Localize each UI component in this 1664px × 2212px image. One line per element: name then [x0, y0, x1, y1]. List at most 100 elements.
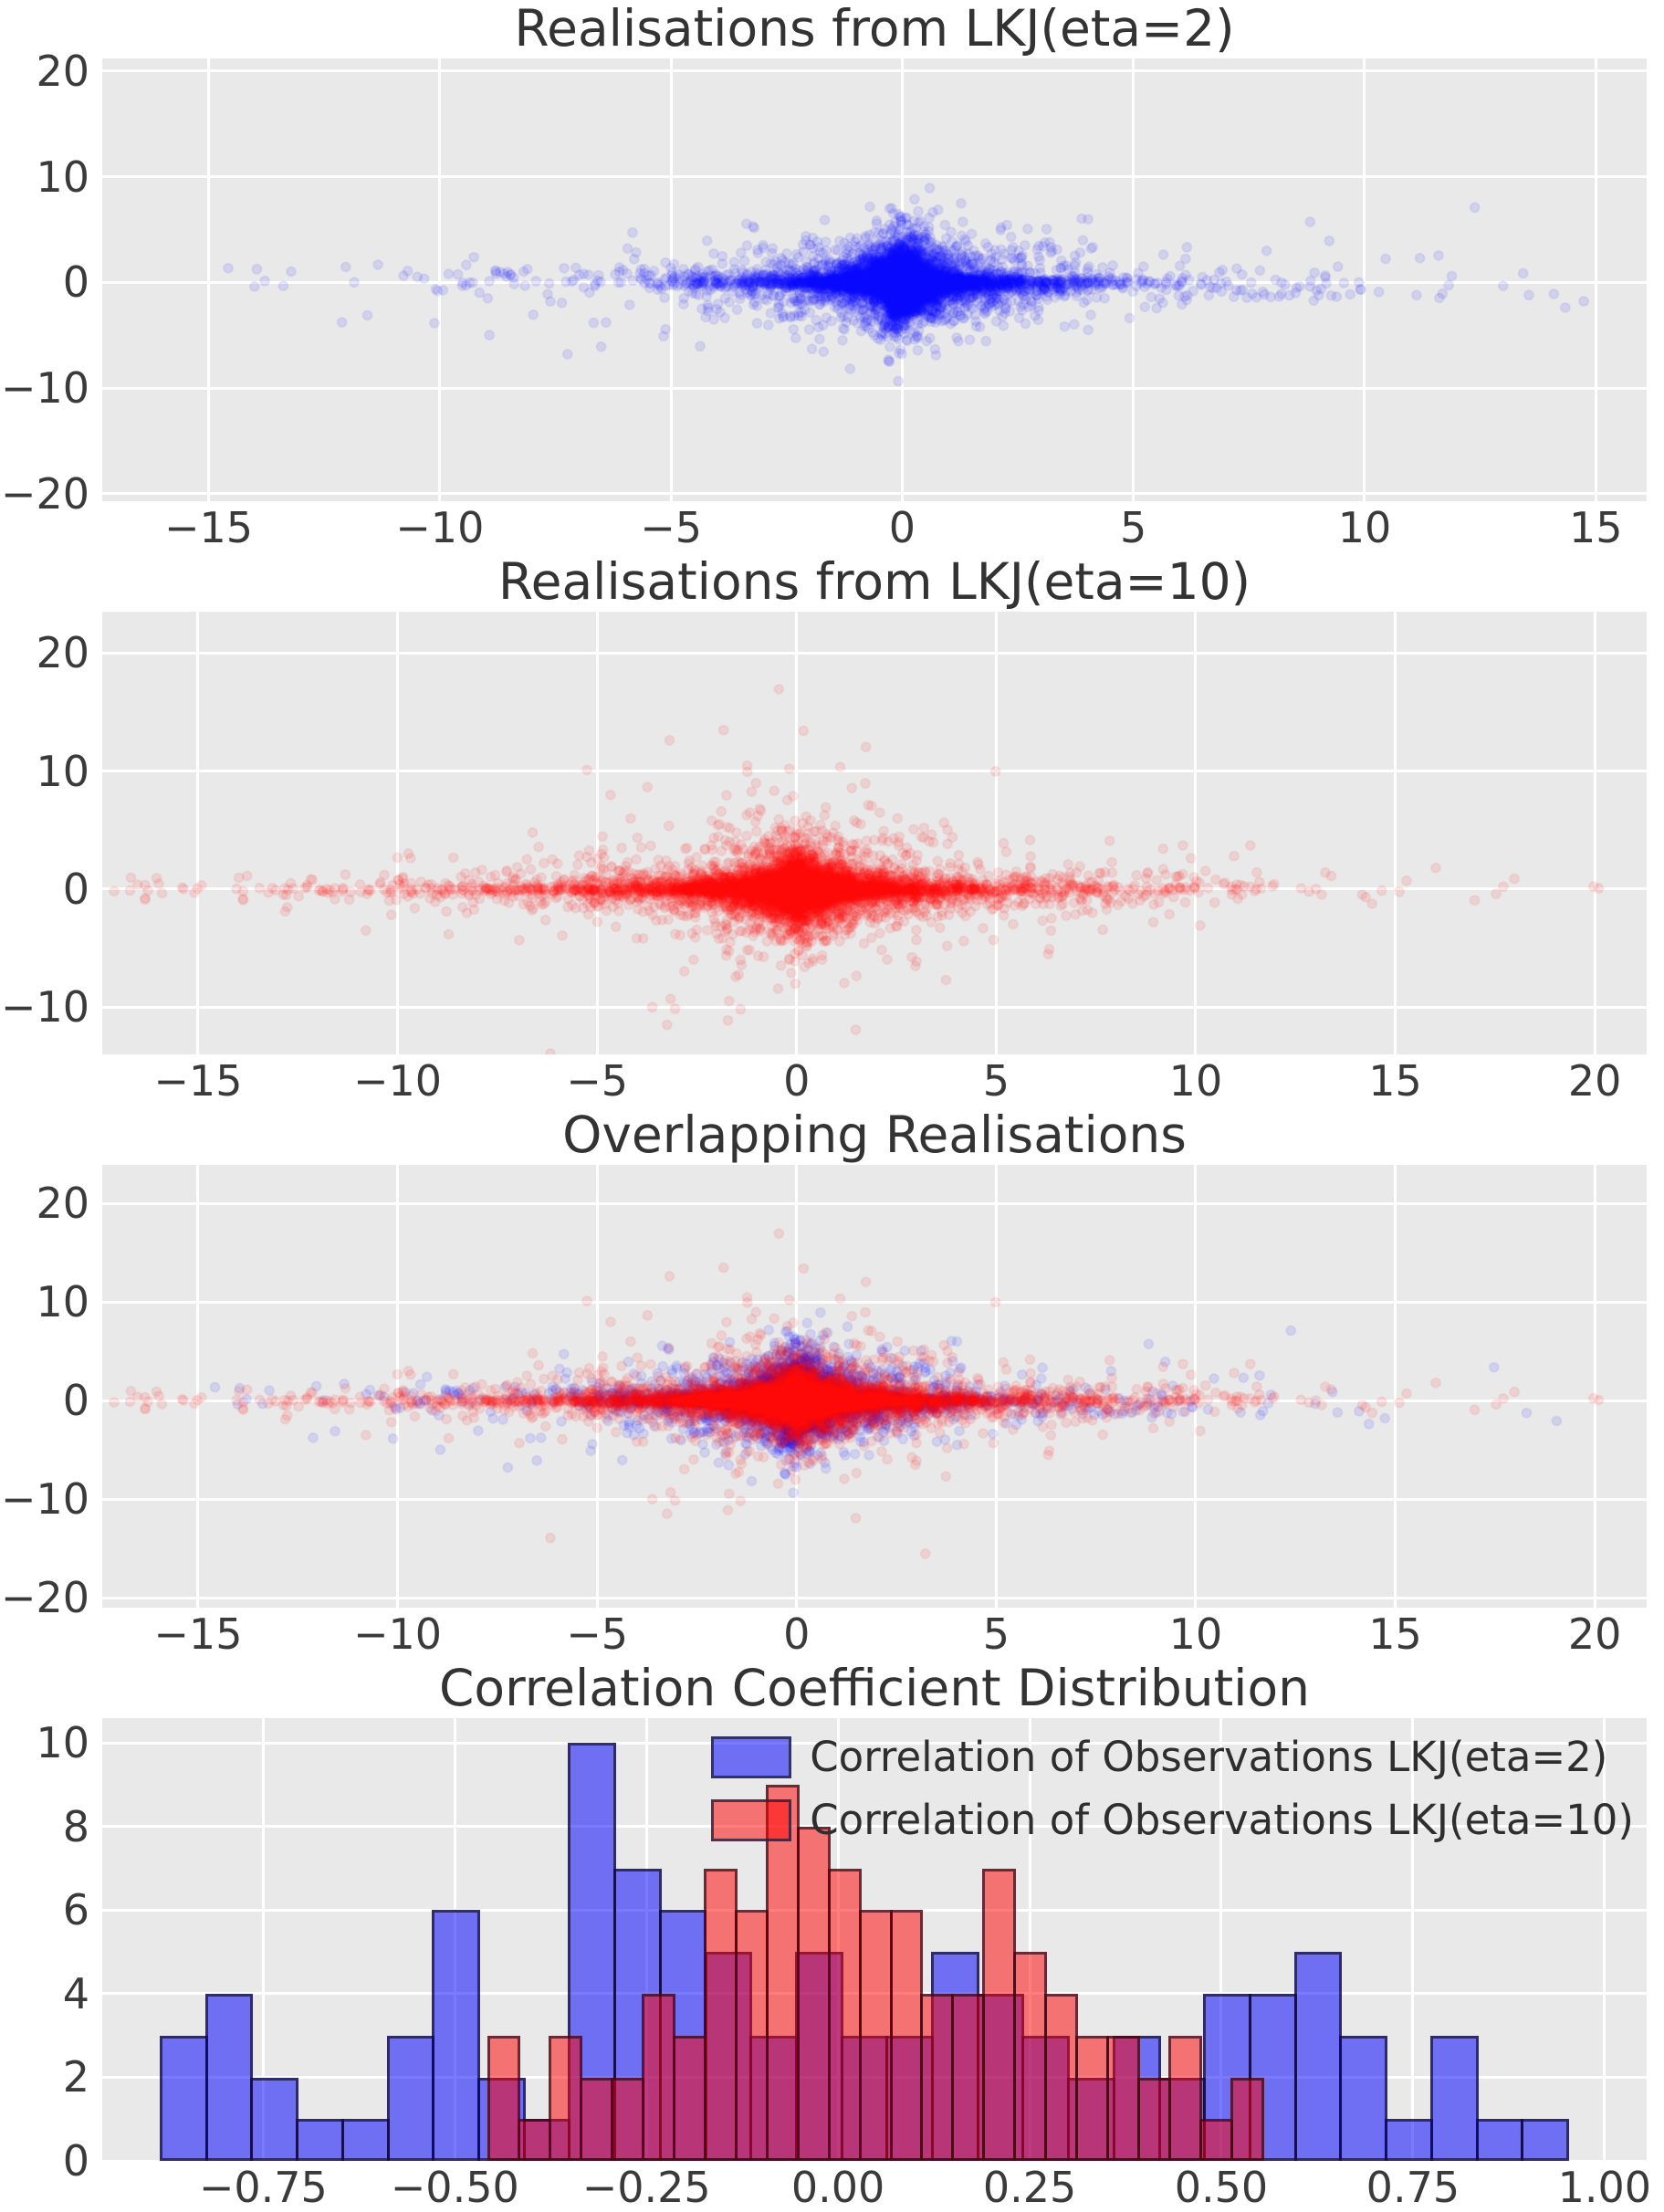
hist-bar-eta2-1 [204, 1993, 254, 2161]
ytick-label-10: 10 [36, 1277, 89, 1327]
xtick-label-20: 20 [1567, 1609, 1622, 1659]
hist-bar-eta10-17 [1013, 1952, 1048, 2161]
plot-title-lkj-eta10: Realisations from LKJ(eta=10) [497, 552, 1251, 611]
plot-title-histogram: Correlation Coefficient Distribution [439, 1659, 1310, 1717]
hist-bar-eta10-1 [518, 2119, 552, 2161]
gridline-y-8 [102, 1825, 1647, 1829]
plot-panel-lkj-eta2 [102, 58, 1647, 501]
legend-entry-eta10: Correlation of Observations LKJ(eta=10) [711, 1796, 1634, 1844]
ytick-label--10: −10 [0, 363, 89, 414]
legend-entry-eta2: Correlation of Observations LKJ(eta=2) [711, 1733, 1634, 1781]
hist-bar-eta10-9 [765, 1785, 800, 2161]
xtick-label--15: −15 [153, 1056, 243, 1106]
hist-bar-eta10-12 [858, 1910, 893, 2161]
xtick-label-5: 5 [982, 1609, 1010, 1659]
ytick-label--10: −10 [0, 1474, 89, 1525]
hist-bar-eta2-2 [250, 2077, 299, 2161]
xtick-label-0: 0.00 [790, 2163, 885, 2212]
xtick-label--10: −10 [352, 1056, 443, 1106]
scatter-canvas-overlap [102, 1165, 1647, 1608]
hist-bar-eta10-23 [1198, 2119, 1233, 2161]
xtick-label-15: 15 [1568, 503, 1623, 552]
xtick-label-20: 20 [1567, 1056, 1622, 1106]
subplot-overlap: Overlapping Realisations −20 −10 0 10 20 −15 −… [0, 1106, 1664, 1659]
gridline-y-6 [102, 1908, 1647, 1912]
ytick-label-10: 10 [36, 746, 89, 796]
xtick-label-1: 1.00 [1557, 2163, 1652, 2212]
scatter-canvas-lkj-eta10 [102, 612, 1647, 1054]
gridline-x--0.75 [261, 1718, 265, 2161]
hist-bar-eta2-25 [1293, 1952, 1343, 2161]
xtick-label--5: −5 [566, 1609, 629, 1659]
hist-bar-eta10-14 [920, 1993, 955, 2161]
xtick-label--10: −10 [352, 1609, 443, 1659]
plot-title-overlap: Overlapping Realisations [562, 1106, 1187, 1164]
hist-bar-eta10-4 [611, 2077, 645, 2161]
xtick-label-15: 15 [1368, 1056, 1422, 1106]
gridline-x-0.75 [1411, 1718, 1415, 2161]
ytick-label--10: −10 [0, 982, 89, 1033]
histogram-bars-red [102, 1718, 1647, 2161]
hist-bar-eta2-28 [1429, 2035, 1479, 2161]
hist-bar-eta10-21 [1136, 2077, 1171, 2161]
ytick-label--20: −20 [0, 468, 89, 519]
ytick-label-20: 20 [36, 1179, 89, 1229]
hist-bar-eta10-7 [703, 1868, 738, 2161]
xtick-label--0.75: −0.75 [198, 2163, 328, 2212]
xtick-label--5: −5 [640, 503, 702, 552]
gridline-x-0.25 [1028, 1718, 1031, 2161]
ytick-label-10: 10 [36, 152, 89, 202]
xtick-label-10: 10 [1337, 503, 1392, 552]
hist-bar-eta10-2 [549, 2035, 583, 2161]
xtick-label-0: 0 [888, 503, 916, 552]
hist-bar-eta10-24 [1230, 2077, 1264, 2161]
xtick-label-0: 0 [783, 1056, 811, 1106]
gridline-y-0 [102, 2159, 1647, 2163]
ytick-label-2: 2 [62, 2052, 89, 2102]
ytick-label-8: 8 [62, 1801, 89, 1851]
hist-bar-eta10-10 [796, 1826, 831, 2161]
hist-bar-eta10-13 [889, 1910, 924, 2161]
plot-panel-lkj-eta10 [102, 612, 1647, 1054]
xtick-label-0.75: 0.75 [1366, 2163, 1460, 2212]
xtick-label-10: 10 [1168, 1056, 1223, 1106]
ytick-label-10: 10 [36, 1718, 89, 1768]
hist-bar-eta10-8 [734, 1910, 769, 2161]
ytick-label-0: 0 [62, 1376, 89, 1426]
ytick-label-6: 6 [62, 1885, 89, 1935]
hist-bar-eta10-20 [1106, 2035, 1140, 2161]
ytick-label-0: 0 [62, 257, 89, 308]
hist-bar-eta10-22 [1167, 2035, 1202, 2161]
xtick-label--0.5: −0.50 [390, 2163, 519, 2212]
gridline-x-1 [1603, 1718, 1606, 2161]
legend-swatch-blue [711, 1735, 792, 1778]
ytick-label-4: 4 [62, 1968, 89, 2018]
hist-bar-eta10-6 [673, 2035, 706, 2161]
hist-bar-eta2-26 [1339, 2035, 1388, 2161]
xtick-label--15: −15 [163, 503, 254, 552]
gridline-x-0.5 [1219, 1718, 1223, 2161]
xtick-label-5: 5 [1120, 503, 1147, 552]
subplot-lkj-eta10: Realisations from LKJ(eta=10) −10 0 10 20 −1… [0, 553, 1664, 1106]
subplot-histogram: Correlation Coefficient Distribution Cor… [0, 1660, 1664, 2212]
hist-bar-eta2-6 [432, 1910, 480, 2161]
scatter-canvas-lkj-eta2 [102, 58, 1647, 501]
xtick-label-10: 10 [1168, 1609, 1223, 1659]
ytick-label-0: 0 [62, 2136, 89, 2186]
xtick-label--5: −5 [566, 1056, 629, 1106]
legend-label-eta2: Correlation of Observations LKJ(eta=2) [810, 1733, 1608, 1781]
hist-bar-eta10-19 [1075, 2035, 1109, 2161]
hist-bar-eta10-0 [487, 2035, 521, 2161]
hist-bar-eta10-18 [1044, 1993, 1079, 2161]
hist-bar-eta10-11 [827, 1868, 862, 2161]
hist-bar-eta10-5 [642, 1993, 676, 2161]
hist-bar-eta2-30 [1521, 2119, 1569, 2161]
ytick-label-20: 20 [36, 628, 89, 678]
plot-title-lkj-eta2: Realisations from LKJ(eta=2) [514, 0, 1235, 58]
xtick-label-0: 0 [783, 1609, 811, 1659]
plot-panel-histogram: Correlation of Observations LKJ(eta=2) C… [102, 1718, 1647, 2163]
hist-bar-eta10-16 [982, 1868, 1017, 2161]
ytick-label-20: 20 [36, 46, 89, 96]
ytick-label-0: 0 [62, 864, 89, 914]
